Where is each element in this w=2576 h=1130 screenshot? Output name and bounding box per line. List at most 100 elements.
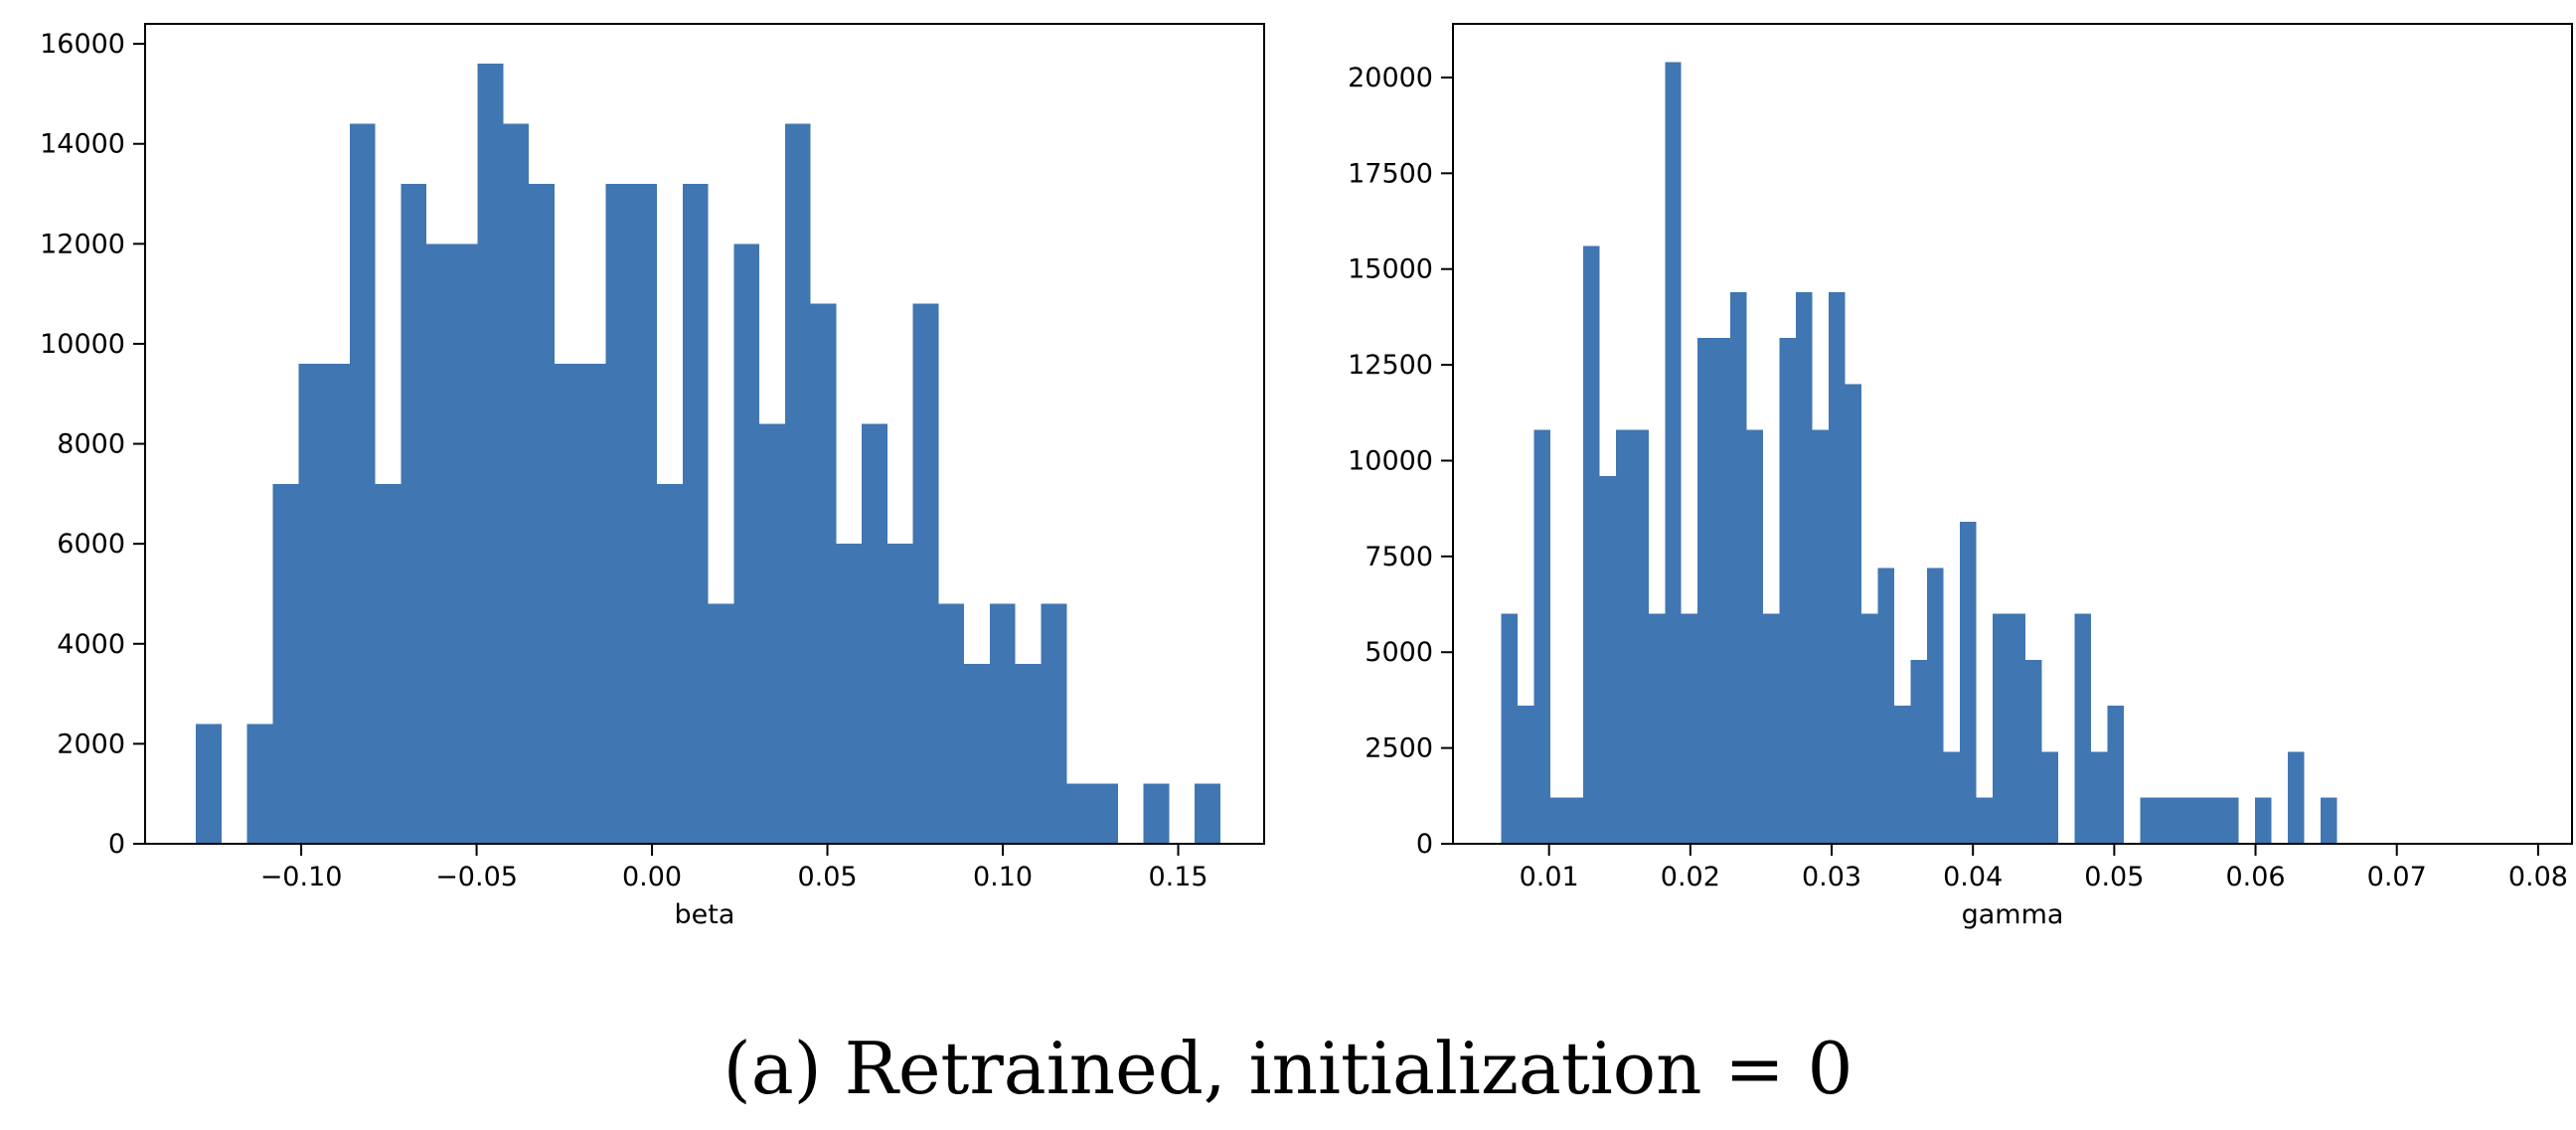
histogram-bar	[2157, 797, 2174, 844]
y-tick-label: 16000	[40, 29, 125, 60]
axes-frame	[144, 23, 1265, 845]
histogram-bar	[2025, 659, 2042, 844]
x-tick-label: 0.07	[2367, 862, 2427, 892]
x-tick-label: 0.01	[1520, 862, 1579, 892]
x-axis-label: beta	[675, 899, 735, 930]
histogram-bar	[2041, 751, 2059, 844]
histogram-bar	[2107, 706, 2125, 844]
y-tick-label: 12500	[1348, 350, 1433, 381]
histogram-bar	[1861, 613, 1878, 844]
histogram-bar	[1599, 475, 1616, 844]
histogram-bar	[503, 123, 530, 845]
histogram-bar	[579, 364, 606, 844]
histogram-bar	[1779, 338, 1797, 844]
y-tick-label: 15000	[1348, 254, 1433, 285]
x-tick-label: 0.02	[1661, 862, 1720, 892]
histogram-bar	[656, 483, 683, 844]
x-tick-label: −0.05	[435, 862, 518, 892]
histogram-bar	[375, 483, 402, 844]
histogram-bar	[1066, 783, 1093, 844]
y-tick-label: 10000	[40, 329, 125, 360]
histogram-bar	[2173, 797, 2189, 844]
histogram-bar	[2287, 751, 2305, 844]
histogram-bar	[1976, 797, 1994, 844]
histogram-bar	[1632, 429, 1649, 844]
histogram-bar	[349, 123, 376, 845]
histogram-bar	[1648, 613, 1666, 844]
y-tick-label: 6000	[57, 529, 125, 560]
x-tick-label: 0.00	[622, 862, 682, 892]
histogram-bar	[938, 603, 965, 844]
x-tick-label: −0.10	[260, 862, 343, 892]
histogram-bar	[886, 544, 913, 844]
x-tick-label: 0.15	[1148, 862, 1208, 892]
x-tick-label: 0.05	[2084, 862, 2144, 892]
histogram-bar	[1195, 783, 1220, 844]
histogram-bar	[2221, 797, 2239, 844]
x-tick-label: 0.04	[1943, 862, 2003, 892]
histogram-bar	[2205, 797, 2222, 844]
histogram-bar	[272, 483, 299, 844]
histogram-bar	[631, 183, 657, 845]
histogram-bar	[1517, 706, 1534, 844]
y-tick-label: 2500	[1365, 733, 1433, 764]
histogram-bar	[784, 123, 811, 845]
histogram-bar	[2254, 797, 2272, 844]
histogram-bar	[810, 303, 837, 845]
histogram-bar	[196, 724, 222, 844]
histogram-bar	[1092, 783, 1118, 844]
histogram-bar	[1746, 429, 1764, 844]
y-tick-label: 5000	[1365, 637, 1433, 668]
y-tick-label: 8000	[57, 429, 125, 460]
x-tick-label: 0.08	[2508, 862, 2568, 892]
histogram-bar	[1615, 429, 1633, 844]
histogram-bar	[1566, 797, 1583, 844]
histogram-bar	[554, 364, 580, 844]
histogram-bar	[1960, 522, 1977, 844]
histogram-bar	[836, 544, 863, 844]
histogram-bar	[989, 603, 1016, 844]
histogram-bar	[682, 183, 709, 845]
histogram-bar	[1829, 291, 1846, 844]
histogram-bar	[1894, 706, 1911, 844]
axes-frame	[1452, 23, 2573, 845]
x-tick-label: 0.03	[1802, 862, 1861, 892]
histogram-bar	[324, 364, 350, 844]
histogram-bar	[1877, 567, 1895, 844]
histogram-bar	[733, 243, 760, 845]
histogram-bar	[2320, 797, 2337, 844]
histogram-bar	[964, 663, 990, 844]
histogram-bar	[2074, 613, 2092, 844]
histogram-bar	[1763, 613, 1780, 844]
histogram-bar	[2091, 751, 2108, 844]
histogram-bar	[2009, 613, 2026, 844]
histogram-bar	[2188, 797, 2206, 844]
histogram-bar	[451, 243, 478, 845]
histogram-bar	[1697, 338, 1714, 844]
y-tick-label: 14000	[40, 129, 125, 160]
histogram-bar	[862, 423, 887, 844]
histogram-bar	[1993, 613, 2010, 844]
histogram-bar	[1665, 62, 1682, 845]
x-axis-label: gamma	[1962, 899, 2064, 930]
histogram-bar	[1533, 429, 1550, 844]
histogram-bar	[298, 364, 325, 844]
histogram-bar	[1730, 291, 1747, 844]
histogram-bar	[1549, 797, 1567, 844]
x-tick-label: 0.05	[797, 862, 857, 892]
histogram-bar	[1910, 659, 1928, 844]
histogram-bar	[759, 423, 785, 844]
histogram-bar	[1713, 338, 1731, 844]
histogram-panel-2: 0.01 0.02 0.03 0.04 0.05 0.06 0.07 0.08 0 2500 500…	[1348, 23, 2573, 930]
y-tick-label: 4000	[57, 629, 125, 660]
histogram-bar	[1812, 429, 1830, 844]
histogram-bar	[1582, 245, 1600, 844]
figure-caption: (a) Retrained, initialization = 0	[723, 1027, 1853, 1110]
histogram-bar	[708, 603, 734, 844]
histogram-bar	[1943, 751, 1961, 844]
histogram-bar	[912, 303, 939, 845]
histogram-bar	[477, 64, 504, 845]
histogram-bar	[1015, 663, 1042, 844]
histogram-bar	[1681, 613, 1698, 844]
